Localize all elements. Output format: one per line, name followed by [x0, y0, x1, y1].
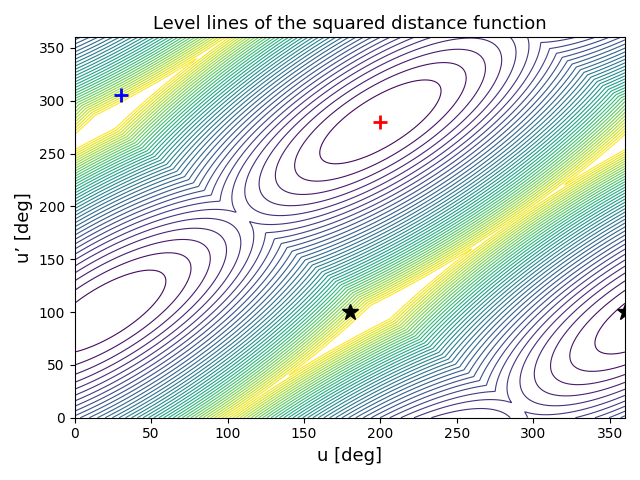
Title: Level lines of the squared distance function: Level lines of the squared distance func… [153, 15, 547, 33]
X-axis label: u [deg]: u [deg] [317, 447, 382, 465]
Y-axis label: u’ [deg]: u’ [deg] [15, 192, 33, 263]
